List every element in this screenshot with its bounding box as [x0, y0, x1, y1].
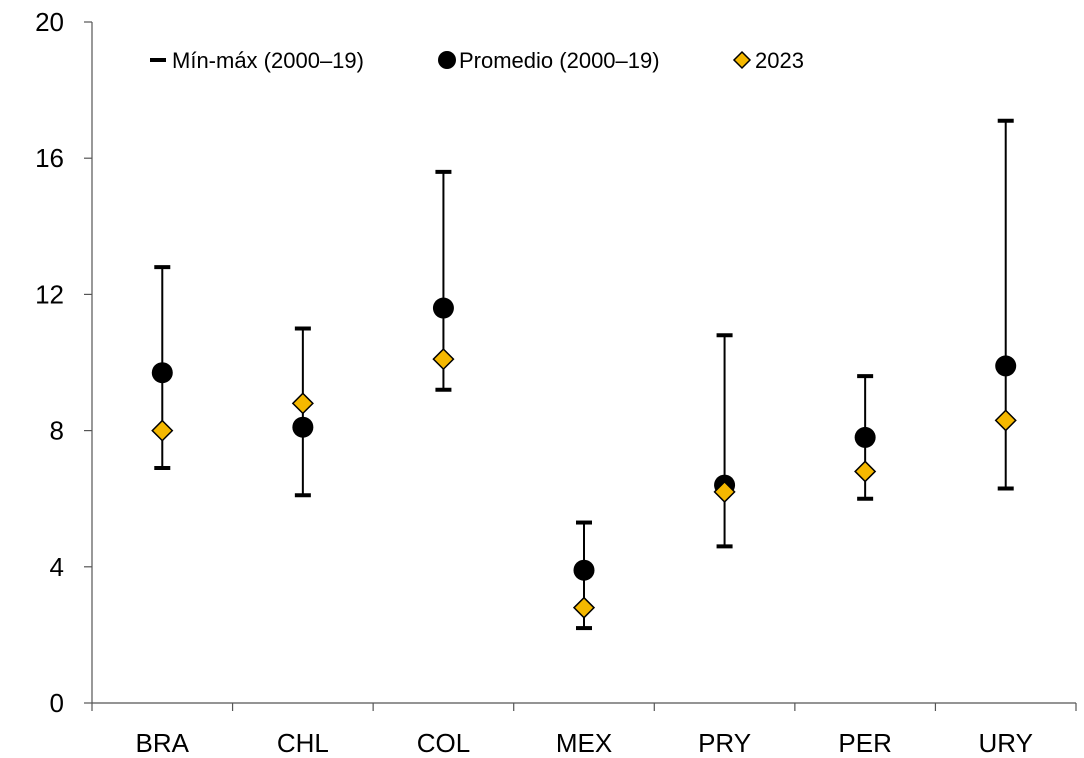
latest-point	[854, 460, 877, 483]
legend: Mín-máx (2000–19) Promedio (2000–19) 202…	[150, 48, 804, 73]
latest-point	[713, 480, 736, 503]
axes: 0 4 8 12 16 20 BRA CHL COL MEX PRY PER URY	[35, 7, 1077, 758]
y-tick-label: 20	[35, 7, 64, 37]
mean-point	[151, 362, 173, 384]
legend-mean-label: Promedio (2000–19)	[459, 48, 660, 73]
y-tick-label: 12	[35, 279, 64, 309]
legend-range-label: Mín-máx (2000–19)	[172, 48, 364, 73]
legend-mean-marker	[438, 51, 456, 69]
latest-point	[432, 348, 455, 371]
mean-point	[995, 355, 1017, 377]
legend-latest-marker	[732, 50, 752, 70]
y-tick-label: 0	[50, 688, 64, 718]
mean-point	[292, 416, 314, 438]
chart-marks	[151, 118, 1017, 631]
legend-latest-label: 2023	[755, 48, 804, 73]
x-tick-label: COL	[417, 728, 470, 758]
latest-point	[151, 419, 174, 442]
latest-point	[572, 596, 596, 619]
x-tick-label: PRY	[698, 728, 751, 758]
x-tick-label: CHL	[277, 728, 329, 758]
y-tick-label: 16	[35, 143, 64, 173]
x-tick-label: BRA	[136, 728, 190, 758]
mean-point	[432, 297, 454, 319]
latest-point	[291, 392, 314, 415]
y-tick-label: 8	[50, 416, 64, 446]
x-tick-label: MEX	[556, 728, 612, 758]
mean-point	[854, 426, 876, 448]
latest-point	[994, 409, 1017, 432]
x-tick-label: PER	[838, 728, 891, 758]
mean-point	[573, 559, 595, 581]
x-tick-label: URY	[978, 728, 1032, 758]
y-tick-label: 4	[50, 552, 64, 582]
